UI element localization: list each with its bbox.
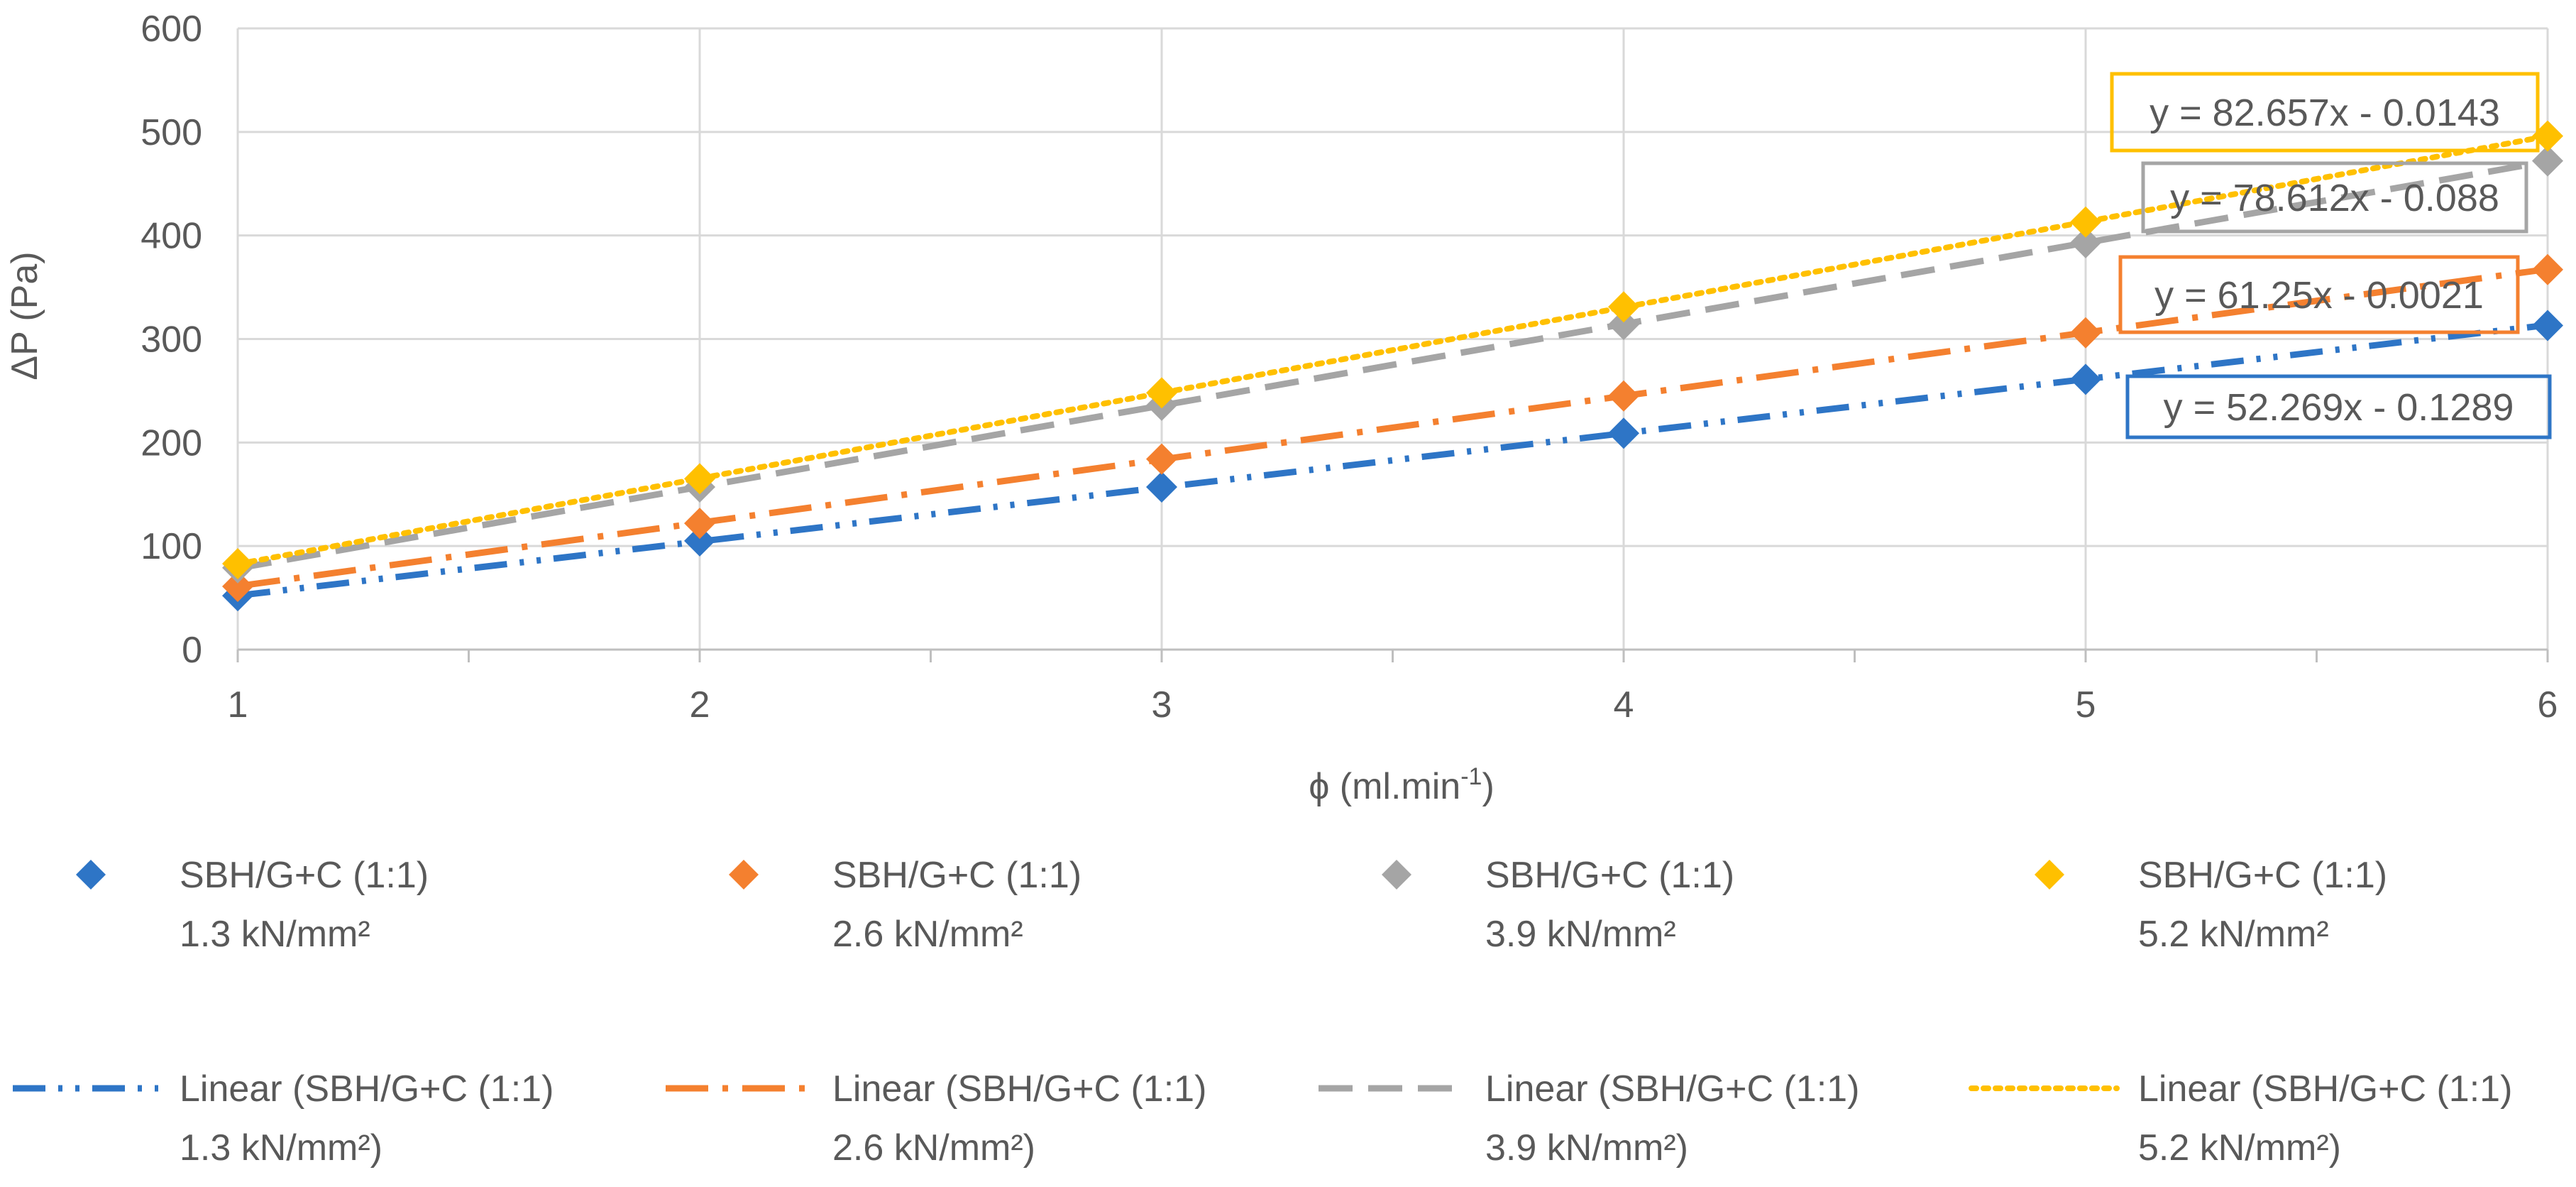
data-point-series-1 — [1146, 471, 1177, 503]
legend-marker-sublabel-3: 3.9 kN/mm² — [1485, 914, 1676, 955]
equation-label-4: y = 82.657x - 0.0143 — [2150, 92, 2500, 134]
data-point-series-1 — [1608, 417, 1639, 449]
trendline-4 — [235, 133, 2550, 567]
x-tick-label: 2 — [690, 684, 710, 726]
data-point-series-4 — [2070, 206, 2101, 238]
x-axis-title: ϕ (ml.min-1) — [1309, 763, 1495, 807]
trendline-1 — [237, 322, 2548, 599]
trendline-equations: y = 52.269x - 0.1289 y = 61.25x - 0.0021 y… — [2110, 72, 2552, 439]
data-point-series-2 — [222, 571, 253, 603]
legend-trendline-label-2: Linear (SBH/G+C (1:1) — [832, 1068, 1206, 1110]
equation-label-2: y = 61.25x - 0.0021 — [2154, 274, 2484, 317]
trendline-3 — [237, 158, 2548, 571]
data-point-series-2 — [684, 508, 715, 540]
legend-trendline-sublabel-3: 3.9 kN/mm²) — [1485, 1127, 1688, 1169]
legend-marker-3 — [1382, 860, 1411, 890]
legend-marker-sublabel-2: 2.6 kN/mm² — [832, 914, 1023, 955]
y-tick-label: 0 — [182, 630, 202, 671]
legend-marker-label-4: SBH/G+C (1:1) — [2138, 855, 2387, 896]
equation-box-1 — [2125, 374, 2552, 439]
data-point-series-4 — [222, 547, 253, 579]
y-axis-ticks: 0 100 200 300 400 500 600 — [141, 9, 202, 671]
y-tick-label: 400 — [141, 216, 202, 257]
trendlines — [235, 133, 2550, 599]
data-point-series-1 — [684, 525, 715, 557]
data-point-series-3 — [2070, 226, 2101, 258]
data-point-series-3 — [1608, 309, 1639, 341]
equation-box-3 — [2141, 161, 2528, 234]
data-point-series-4 — [1608, 291, 1639, 323]
legend-marker-1 — [76, 860, 106, 890]
x-tick-label: 3 — [1152, 684, 1172, 726]
x-tick-label: 5 — [2076, 684, 2096, 726]
legend-marker-label-3: SBH/G+C (1:1) — [1485, 855, 1734, 896]
x-tick-label: 4 — [1614, 684, 1634, 726]
y-tick-label: 100 — [141, 526, 202, 567]
legend-marker-sublabel-4: 5.2 kN/mm² — [2138, 914, 2329, 955]
data-point-series-2 — [2532, 253, 2563, 285]
data-point-series-3 — [2532, 145, 2563, 177]
data-point-series-2 — [1608, 380, 1639, 412]
x-axis-title-superscript: -1 — [1460, 763, 1482, 790]
legend-trendline-label-3: Linear (SBH/G+C (1:1) — [1485, 1068, 1859, 1110]
data-point-series-4 — [684, 463, 715, 495]
y-tick-label: 500 — [141, 112, 202, 153]
legend-trendline-label-4: Linear (SBH/G+C (1:1) — [2138, 1068, 2512, 1110]
data-markers — [222, 120, 2563, 612]
equation-box-2 — [2118, 255, 2520, 334]
data-point-series-2 — [2070, 317, 2101, 349]
y-tick-label: 300 — [141, 319, 202, 361]
y-tick-label: 600 — [141, 9, 202, 50]
legend-marker-label-2: SBH/G+C (1:1) — [832, 855, 1081, 896]
x-axis-title-main: ϕ (ml.min — [1309, 766, 1460, 807]
legend-marker-4 — [2035, 860, 2064, 890]
equation-box-4 — [2110, 72, 2540, 153]
legend-marker-2 — [729, 860, 759, 890]
x-tick-label: 6 — [2538, 684, 2558, 726]
legend-trendline-label-1: Linear (SBH/G+C (1:1) — [180, 1068, 554, 1110]
trendline-2 — [237, 266, 2548, 590]
legend-trendline-sublabel-1: 1.3 kN/mm²) — [180, 1127, 382, 1169]
x-axis-title-close: ) — [1482, 766, 1494, 807]
x-axis-ticks: 1 2 3 4 5 6 — [228, 684, 2558, 726]
legend-marker-label-1: SBH/G+C (1:1) — [180, 855, 429, 896]
data-point-series-1 — [2532, 310, 2563, 341]
data-point-series-1 — [2070, 363, 2101, 395]
grid-lines — [236, 27, 2549, 662]
y-axis-title: ΔP (Pa) — [4, 251, 45, 380]
legend: SBH/G+C (1:1) 1.3 kN/mm² Linear (SBH/G+C (… — [13, 855, 2512, 1169]
x-tick-label: 1 — [228, 684, 248, 726]
legend-marker-sublabel-1: 1.3 kN/mm² — [180, 914, 370, 955]
equation-label-1: y = 52.269x - 0.1289 — [2164, 386, 2514, 429]
legend-trendline-sublabel-2: 2.6 kN/mm²) — [832, 1127, 1035, 1169]
data-point-series-4 — [2532, 120, 2563, 152]
legend-trendline-sublabel-4: 5.2 kN/mm²) — [2138, 1127, 2341, 1169]
equation-label-3: y = 78.612x - 0.088 — [2170, 177, 2499, 219]
data-point-series-2 — [1146, 443, 1177, 475]
y-tick-label: 200 — [141, 422, 202, 464]
data-point-series-4 — [1146, 377, 1177, 409]
